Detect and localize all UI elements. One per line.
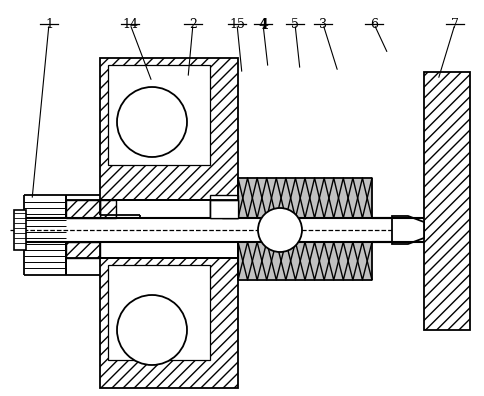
Bar <box>100 258 238 388</box>
Bar <box>66 200 100 218</box>
Bar <box>66 242 100 258</box>
Text: 14: 14 <box>122 18 138 31</box>
Circle shape <box>257 208 302 252</box>
Bar <box>210 200 238 218</box>
Text: 2: 2 <box>189 18 197 31</box>
Circle shape <box>117 295 187 365</box>
Text: 3: 3 <box>318 18 326 31</box>
Text: 6: 6 <box>369 18 377 31</box>
Bar <box>108 65 210 165</box>
Circle shape <box>117 87 187 157</box>
Bar <box>108 265 210 360</box>
Text: 1: 1 <box>45 18 53 31</box>
Text: 4: 4 <box>257 18 267 32</box>
Bar <box>14 210 26 250</box>
Bar <box>100 58 238 200</box>
Bar <box>210 195 238 218</box>
Text: 7: 7 <box>450 18 458 31</box>
Polygon shape <box>391 216 423 244</box>
Bar <box>423 72 469 330</box>
Text: 5: 5 <box>290 18 298 31</box>
Bar <box>100 200 116 218</box>
Bar <box>222 200 238 218</box>
Text: 15: 15 <box>228 18 244 31</box>
